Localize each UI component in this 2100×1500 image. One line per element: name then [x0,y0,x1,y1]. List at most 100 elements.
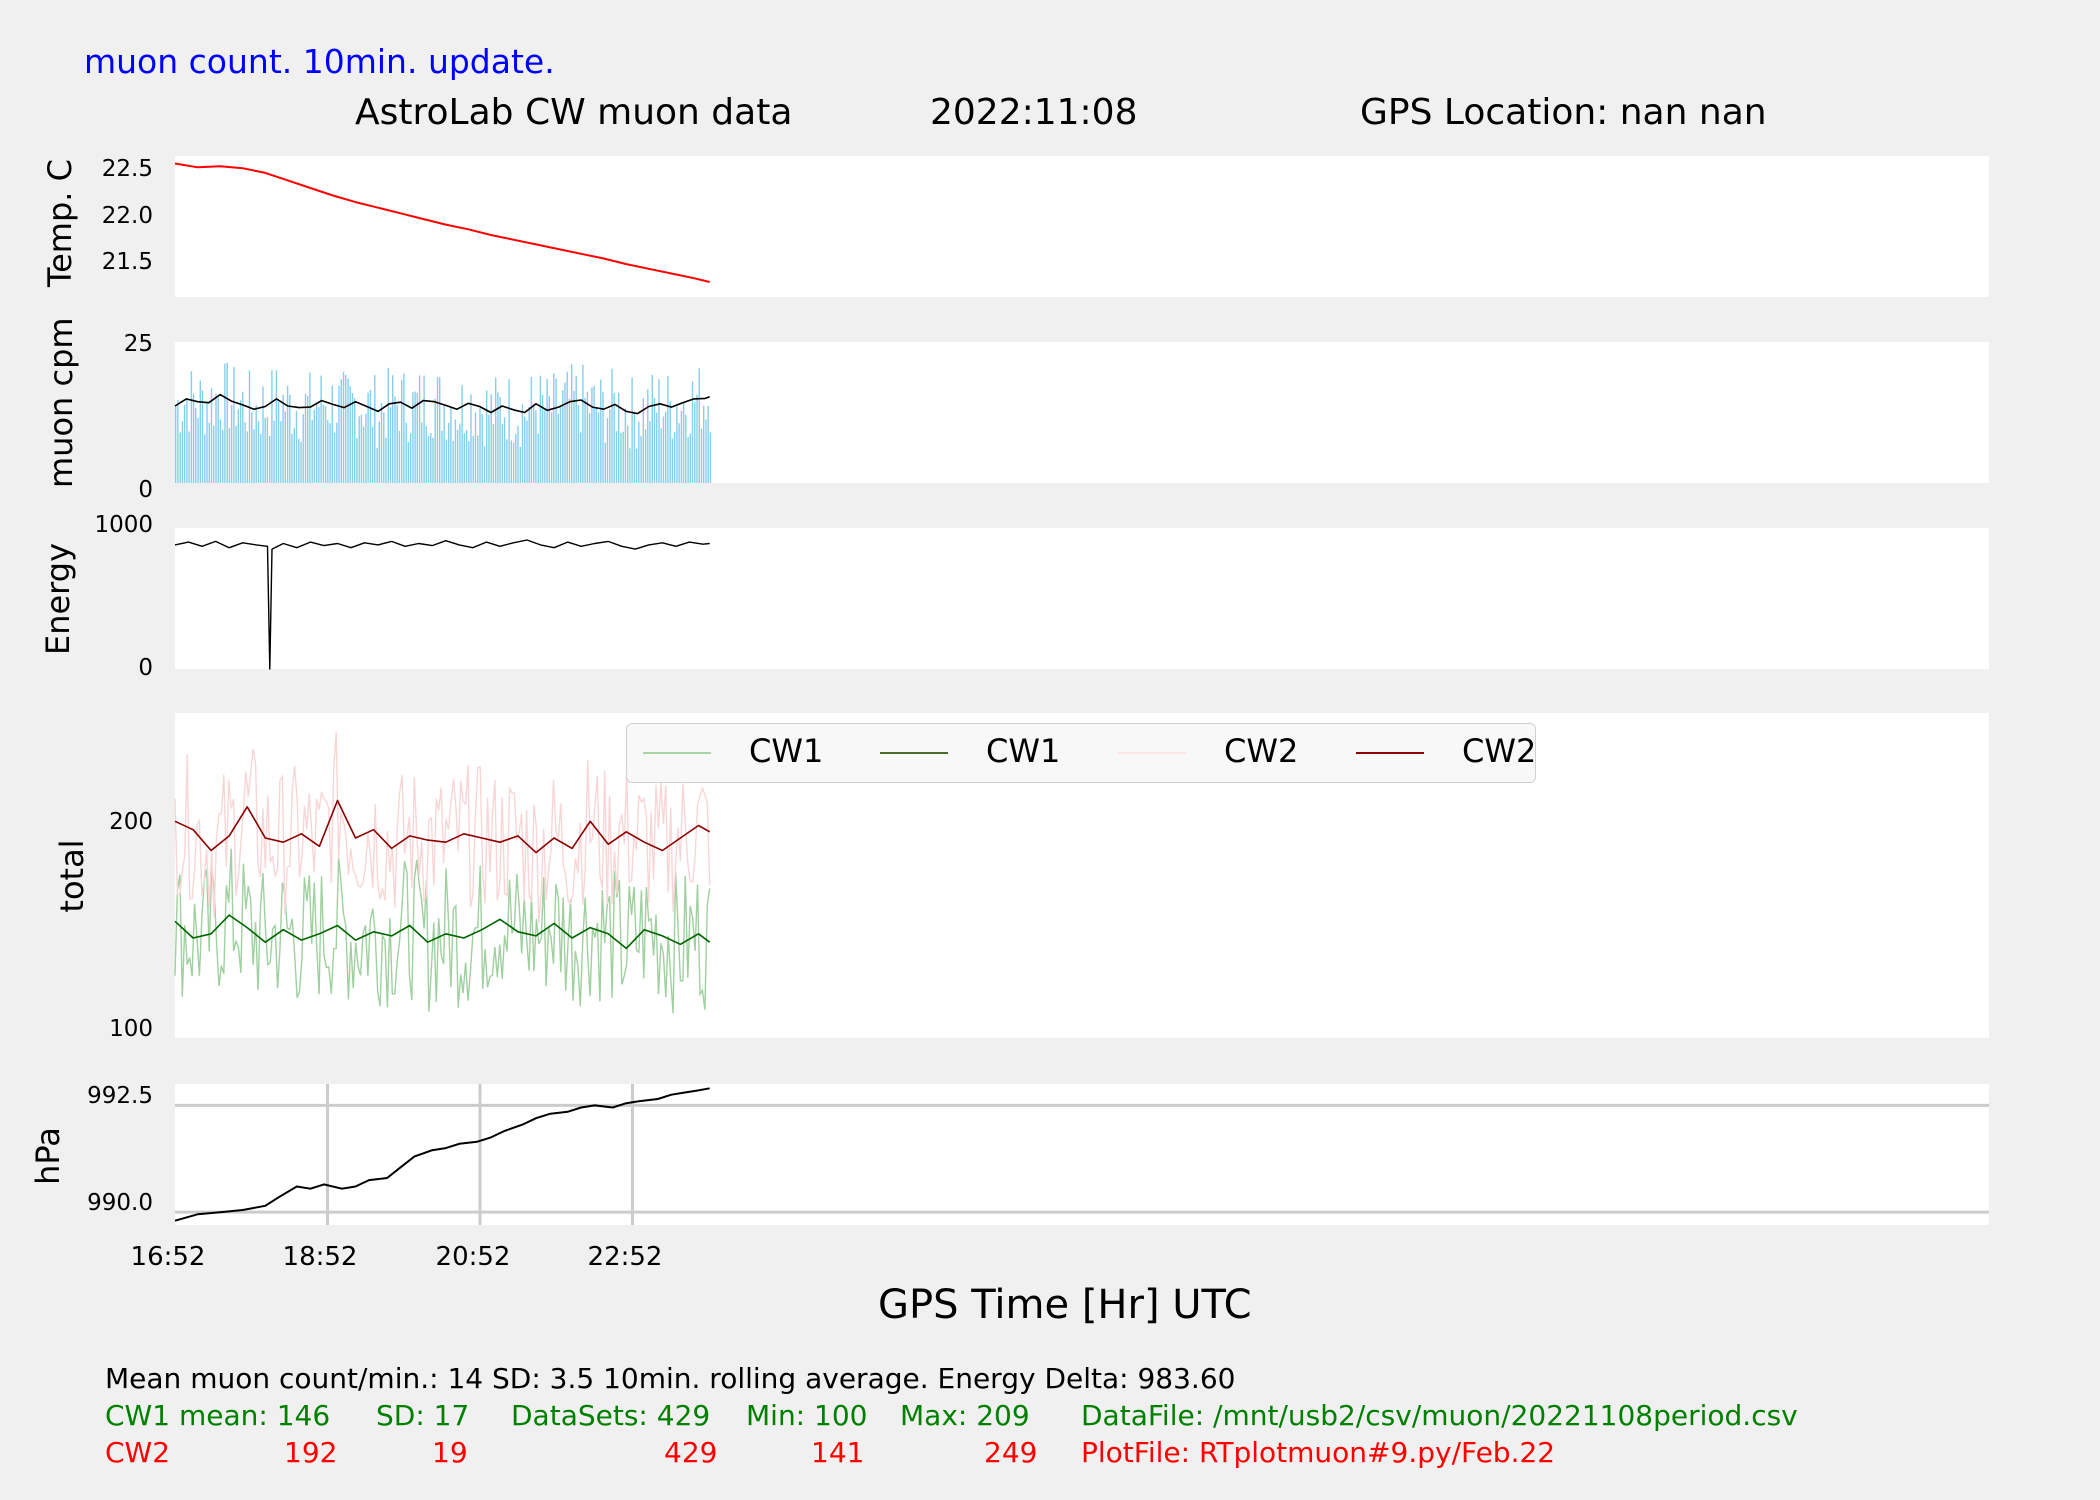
count-bar [266,416,269,483]
count-bar [418,375,421,483]
count-bar [293,427,295,483]
count-bar [331,385,333,483]
count-bar [669,401,671,483]
count-bar [528,406,530,483]
count-bar [633,411,636,483]
count-bar [204,434,206,483]
count-bar [269,435,271,483]
count-bar [206,402,208,483]
count-bar [210,388,213,483]
count-bar [195,407,197,483]
count-bar [365,413,367,483]
energy-line [174,539,710,670]
count-bar [432,437,434,483]
count-bar [546,379,548,483]
legend-label: CW2 [1224,732,1299,770]
count-bar [199,380,201,483]
count-bar [667,376,669,483]
count-bar [573,390,575,483]
count-bar [271,370,273,483]
x-tick-label: 18:52 [282,1242,358,1272]
count-bar [251,412,253,483]
count-bar [461,384,463,483]
count-bar [208,422,210,483]
count-bar [347,378,349,483]
count-bar [201,390,204,483]
count-bar [539,375,542,483]
count-bar [481,414,483,483]
count-bar [620,432,622,483]
count-bar [557,413,559,483]
count-bar [295,410,298,483]
count-bar [627,425,629,483]
count-bar [474,412,477,483]
count-bar [559,406,562,483]
count-bar [638,421,640,483]
count-bar [324,406,327,483]
count-bar [656,412,658,483]
count-bar [385,437,387,483]
count-bar [499,397,501,483]
count-bar [351,393,354,483]
count-bar [622,431,624,483]
count-bar [307,396,309,483]
count-bar [282,394,284,483]
count-bar [526,420,528,483]
count-bar [233,367,235,483]
count-bar [333,432,336,483]
cw1-sd: SD: 17 [376,1399,470,1432]
count-bar [566,371,568,483]
count-bar [503,417,506,483]
count-bar [490,394,492,483]
count-bar [450,407,452,483]
date-label: 2022:11:08 [930,92,1138,133]
count-bar [555,378,557,483]
count-bar [658,379,660,483]
plotfile-name: PlotFile: RTplotmuon#9.py/Feb.22 [1081,1436,1556,1469]
count-bar [600,379,602,483]
count-bar [349,386,351,483]
pressure-panel [175,1084,1989,1225]
count-bar [427,436,430,483]
count-bar [217,397,219,483]
count-bar [640,435,642,483]
legend-label: CW1 [986,732,1061,770]
count-bar [553,373,555,483]
count-bar [671,438,674,483]
temperature-ytick: 21.5 [101,249,153,275]
temperature-ytick: 22.0 [101,203,153,229]
count-bar [226,362,228,483]
count-bar [506,439,508,483]
temperature-panel [175,156,1989,297]
count-bar [280,421,282,483]
count-bar [580,432,582,483]
count-bar [595,407,597,483]
count-bar [407,442,410,483]
count-bar [510,440,512,483]
legend-swatch [1356,752,1424,754]
count-bar [591,387,593,483]
count-bar [389,407,392,483]
count-bar [340,379,342,483]
count-bar [414,391,416,483]
count-bar [696,394,698,483]
count-bar [571,364,573,483]
count-bar [631,377,633,483]
count-bar [403,373,405,483]
count-bar [327,420,329,483]
count-bar [602,392,604,483]
count-bar [512,442,515,483]
count-bar [537,433,539,483]
count-bar [660,428,662,483]
cw1-datasets: DataSets: 429 [511,1399,711,1432]
datafile-path: DataFile: /mnt/usb2/csv/muon/20221108per… [1081,1399,1798,1432]
cw2-mean: 192 [284,1436,338,1469]
count-bar [188,431,190,483]
count-bar [260,434,262,483]
count-bar [524,416,526,483]
count-bar [239,400,242,483]
count-bar [694,402,696,483]
count-bar [242,391,244,483]
muon-cpm-ytick: 25 [123,331,153,357]
count-bar [479,408,481,483]
